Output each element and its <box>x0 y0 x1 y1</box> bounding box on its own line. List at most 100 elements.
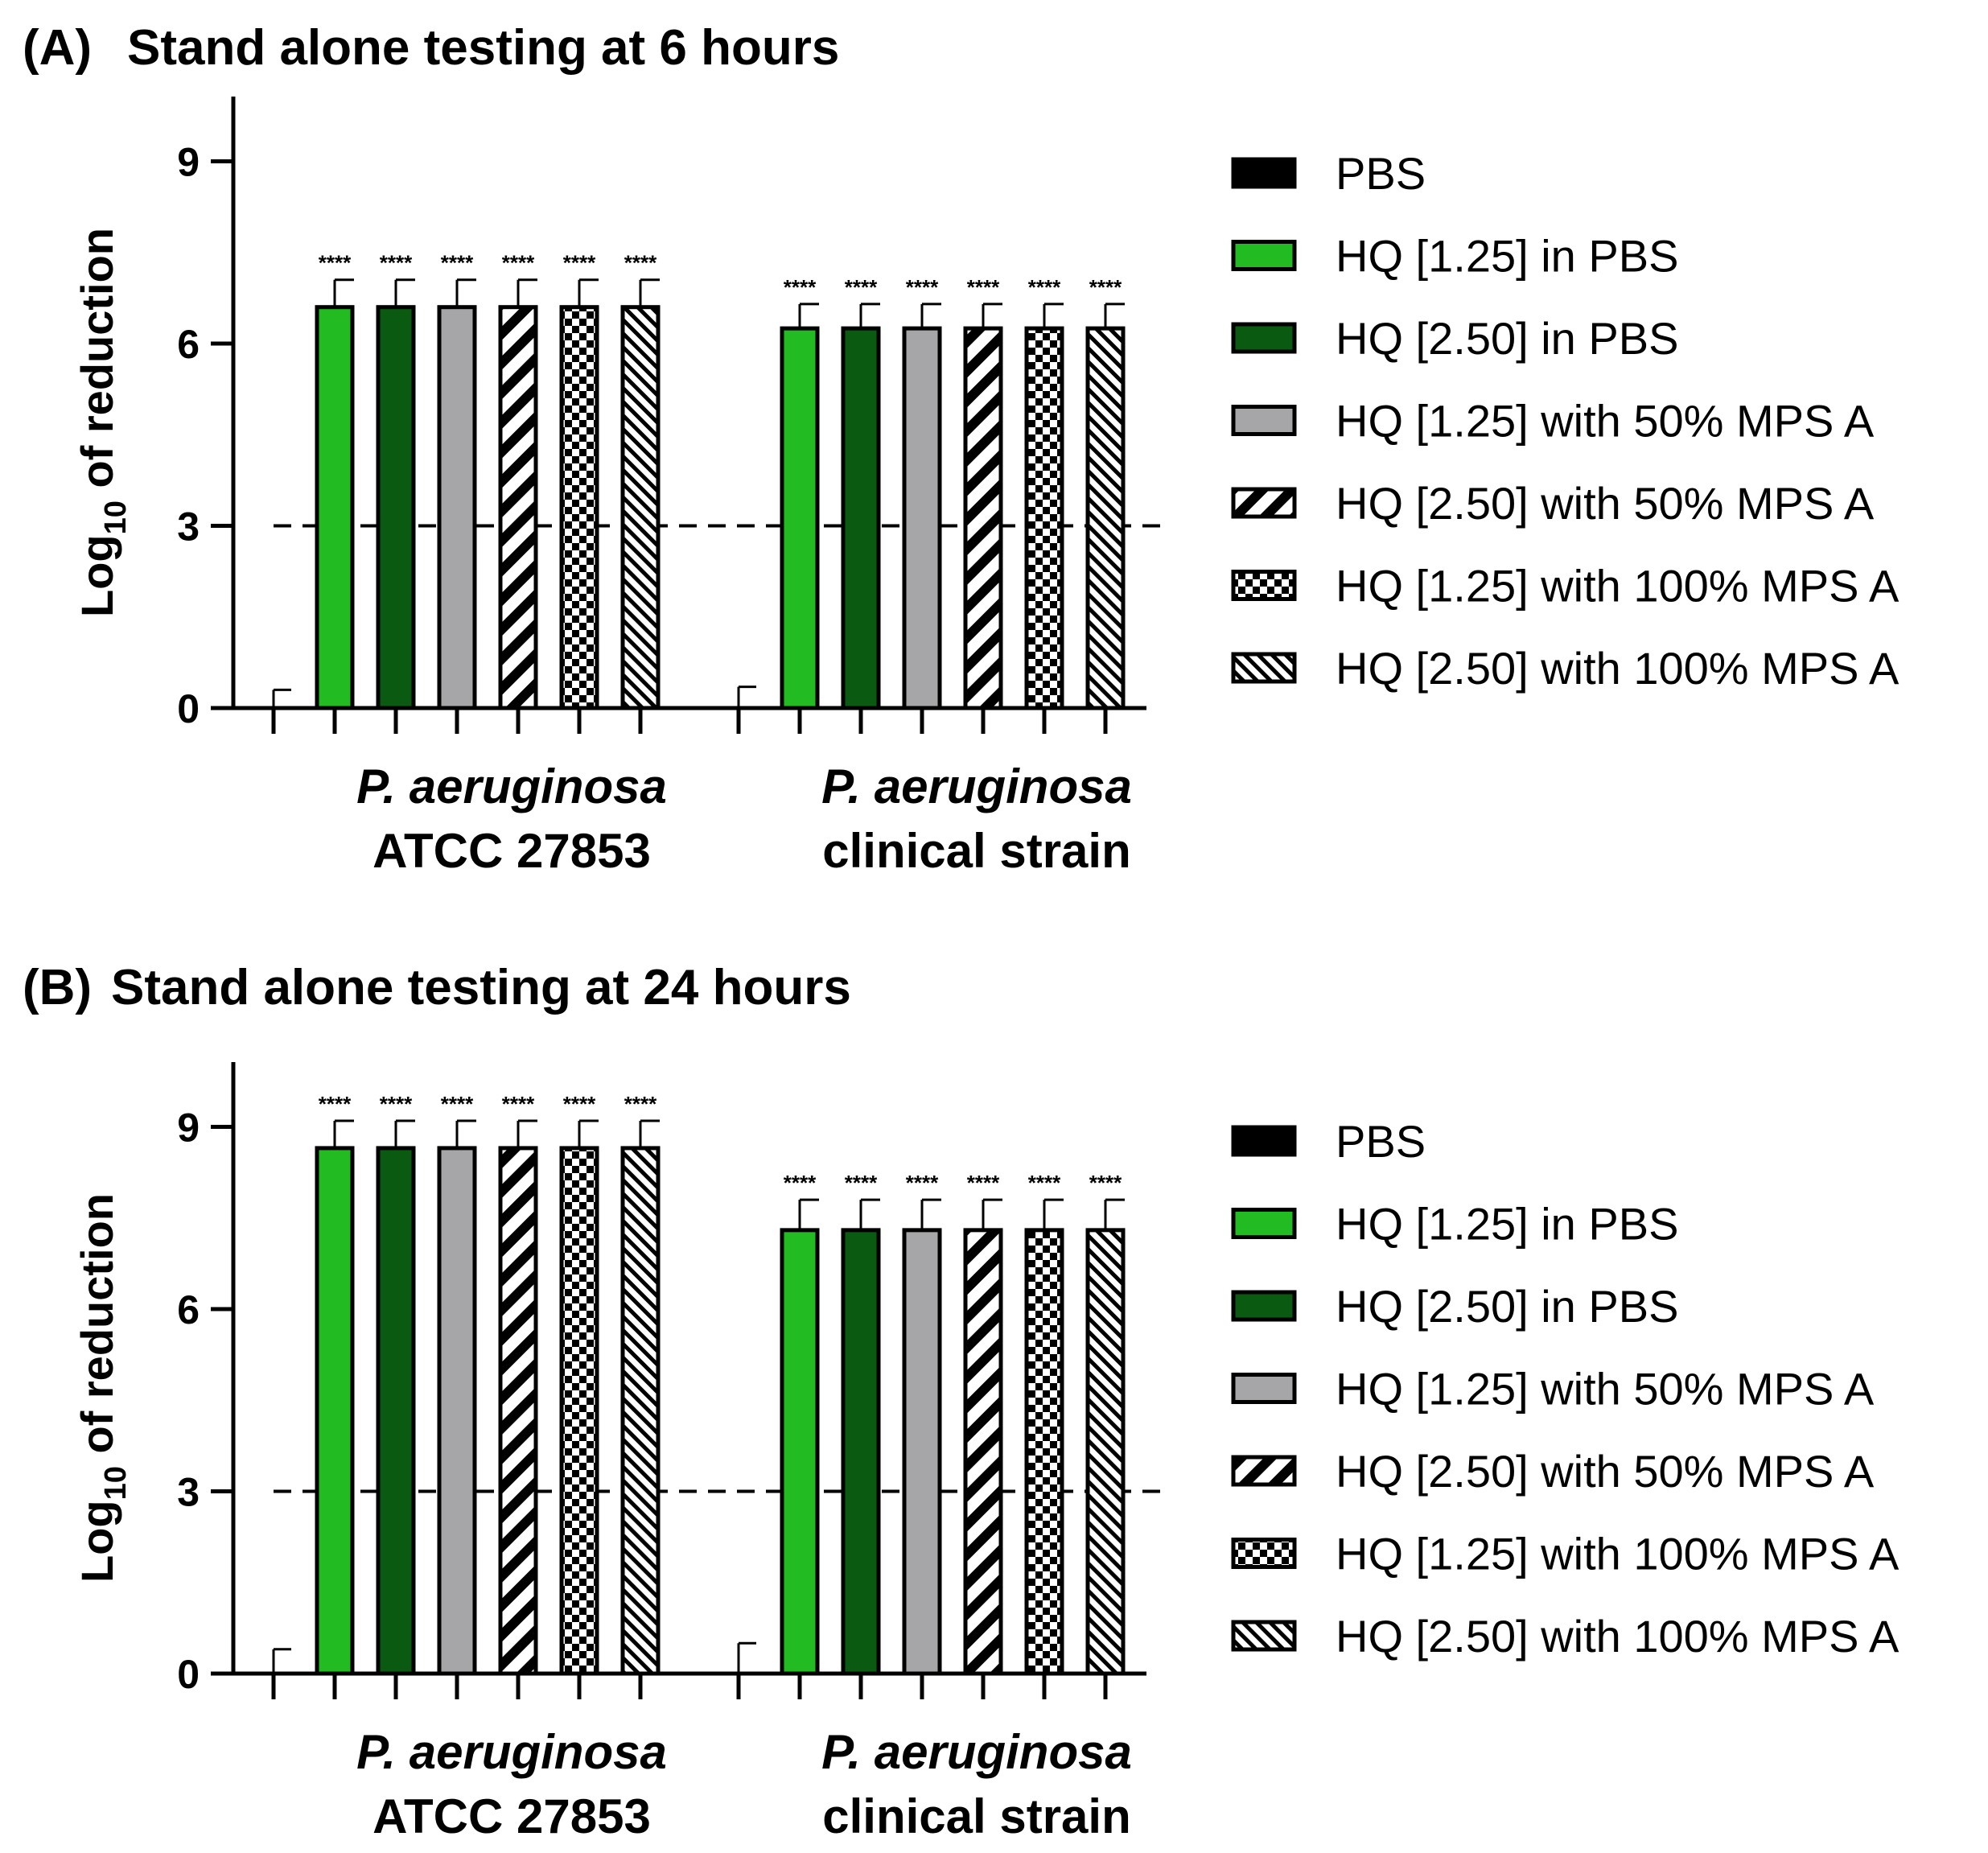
group-label-species: P. aeruginosa <box>356 760 667 813</box>
y-tick-label: 6 <box>177 322 200 367</box>
y-tick-label: 6 <box>177 1287 200 1332</box>
bar <box>559 305 599 710</box>
significance-label: **** <box>319 1092 352 1116</box>
group-label-species: P. aeruginosa <box>356 1725 667 1779</box>
bar <box>256 1673 291 1674</box>
legend-swatch <box>1231 1538 1297 1569</box>
legend-swatch <box>1231 240 1297 271</box>
legend-label: HQ [2.50] with 50% MPS A <box>1336 1446 1875 1497</box>
significance-label: **** <box>784 1171 817 1195</box>
legend-swatch <box>1231 1208 1297 1239</box>
y-axis-label-sub: 10 <box>99 1466 133 1500</box>
y-tick-label: 9 <box>177 140 200 185</box>
legend-swatch <box>1231 1125 1297 1157</box>
y-tick-label: 3 <box>177 1470 200 1515</box>
significance-label: **** <box>563 1092 596 1116</box>
significance-label: **** <box>845 275 878 299</box>
bar <box>498 305 538 710</box>
significance-label: **** <box>1089 275 1122 299</box>
bar <box>1024 326 1064 710</box>
panel-a: (A) Stand alone testing at 6 hours 0 3 6 9 Log… <box>23 20 1900 878</box>
group-label-strain: clinical strain <box>822 824 1131 878</box>
legend-swatch <box>1231 1373 1297 1404</box>
significance-label: **** <box>1028 1171 1061 1195</box>
legend-label: HQ [1.25] with 100% MPS A <box>1336 1529 1900 1579</box>
legend-swatch <box>1231 1620 1297 1652</box>
y-tick-label: 3 <box>177 504 200 550</box>
legend-label: HQ [2.50] in PBS <box>1336 1281 1678 1332</box>
bar <box>780 1228 820 1676</box>
significance-label: **** <box>624 1092 657 1116</box>
significance-label: **** <box>967 275 1000 299</box>
group-label-species: P. aeruginosa <box>821 760 1132 813</box>
y-axis-label-main: Log <box>72 534 122 617</box>
legend-label: HQ [2.50] in PBS <box>1336 313 1678 364</box>
bar <box>498 1146 538 1676</box>
y-axis-label-rest: of reduction <box>72 1193 122 1466</box>
y-axis-label-sub: 10 <box>99 500 133 534</box>
significance-label: **** <box>441 251 474 275</box>
chart-title: Stand alone testing at 6 hours <box>127 20 839 76</box>
bar <box>376 1146 416 1676</box>
bar <box>437 305 477 710</box>
bar <box>721 707 756 708</box>
significance-label: **** <box>380 251 413 275</box>
bar <box>315 305 355 710</box>
chart-title: Stand alone testing at 24 hours <box>111 960 851 1015</box>
y-tick-label: 9 <box>177 1106 200 1151</box>
y-axis-label: Log10 of reduction <box>72 1193 133 1583</box>
legend-label: PBS <box>1336 1116 1426 1167</box>
group-label-strain: ATCC 27853 <box>372 824 651 878</box>
significance-label: **** <box>441 1092 474 1116</box>
bar <box>315 1146 355 1676</box>
legend: PBS HQ [1.25] in PBS HQ [2.50] in PBS HQ [1… <box>1231 1116 1900 1662</box>
panel-letter: (B) <box>23 960 92 1015</box>
legend-swatch <box>1231 405 1297 436</box>
legend-swatch <box>1231 652 1297 684</box>
legend-label: HQ [1.25] in PBS <box>1336 1199 1678 1250</box>
bar <box>902 1228 942 1676</box>
bar <box>963 326 1003 710</box>
significance-label: **** <box>502 251 535 275</box>
significance-label: **** <box>845 1171 878 1195</box>
panel-letter: (A) <box>23 20 92 76</box>
significance-label: **** <box>624 251 657 275</box>
legend-label: HQ [1.25] with 50% MPS A <box>1336 1364 1875 1414</box>
bar <box>1024 1228 1064 1676</box>
y-tick-label: 0 <box>177 686 200 731</box>
legend-label: PBS <box>1336 148 1426 199</box>
significance-label: **** <box>967 1171 1000 1195</box>
legend-label: HQ [1.25] with 100% MPS A <box>1336 561 1900 611</box>
legend-swatch <box>1231 322 1297 354</box>
legend-swatch <box>1231 487 1297 519</box>
significance-label: **** <box>906 1171 939 1195</box>
y-axis-label-rest: of reduction <box>72 228 122 500</box>
bar <box>559 1146 599 1676</box>
legend-swatch <box>1231 157 1297 189</box>
legend-label: HQ [1.25] with 50% MPS A <box>1336 396 1875 447</box>
bar <box>841 1228 881 1676</box>
legend-label: HQ [2.50] with 100% MPS A <box>1336 643 1900 694</box>
significance-label: **** <box>784 275 817 299</box>
bar <box>620 305 661 710</box>
bar <box>376 305 416 710</box>
y-tick-label: 0 <box>177 1652 200 1697</box>
legend-label: HQ [2.50] with 50% MPS A <box>1336 478 1875 529</box>
bar <box>963 1228 1003 1676</box>
significance-label: **** <box>1089 1171 1122 1195</box>
legend-label: HQ [1.25] in PBS <box>1336 231 1678 282</box>
y-axis-label-main: Log <box>72 1500 122 1583</box>
legend-label: HQ [2.50] with 100% MPS A <box>1336 1611 1900 1662</box>
bar <box>437 1146 477 1676</box>
significance-label: **** <box>906 275 939 299</box>
bar <box>256 707 291 708</box>
bar <box>780 326 820 710</box>
significance-label: **** <box>1028 275 1061 299</box>
bar <box>1085 326 1126 710</box>
bar <box>721 1673 756 1674</box>
bar <box>902 326 942 710</box>
significance-label: **** <box>380 1092 413 1116</box>
group-label-strain: clinical strain <box>822 1789 1131 1843</box>
